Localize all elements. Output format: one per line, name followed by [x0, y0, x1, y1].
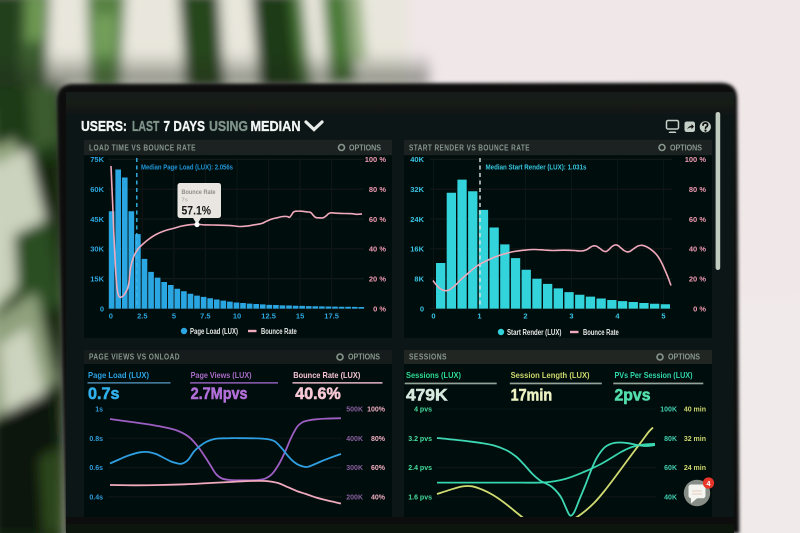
svg-text:Session Length (LUX): Session Length (LUX): [511, 370, 590, 380]
svg-text:24 min: 24 min: [684, 465, 706, 472]
svg-text:LOAD TIME VS BOUNCE RATE: LOAD TIME VS BOUNCE RATE: [89, 143, 196, 152]
svg-text:100 %: 100 %: [365, 155, 387, 164]
svg-text:0: 0: [431, 312, 435, 321]
svg-text:5: 5: [172, 312, 176, 321]
svg-text:400K: 400K: [346, 436, 363, 443]
svg-text:OPTIONS: OPTIONS: [670, 143, 702, 152]
svg-text:1s: 1s: [95, 407, 103, 414]
svg-text:START RENDER VS BOUNCE RATE: START RENDER VS BOUNCE RATE: [409, 143, 530, 152]
svg-text:Page Load (LUX): Page Load (LUX): [88, 370, 149, 380]
svg-text:4: 4: [615, 312, 620, 321]
svg-text:2.4 pvs: 2.4 pvs: [408, 465, 432, 472]
svg-text:300K: 300K: [346, 465, 363, 472]
svg-text:5: 5: [661, 312, 665, 321]
svg-text:7s: 7s: [182, 198, 188, 204]
svg-text:80K: 80K: [664, 436, 677, 443]
svg-text:Bounce Rate (LUX): Bounce Rate (LUX): [293, 370, 360, 380]
svg-text:2: 2: [523, 312, 527, 321]
svg-text:OPTIONS: OPTIONS: [668, 352, 700, 361]
svg-text:30K: 30K: [90, 245, 104, 254]
svg-text:OPTIONS: OPTIONS: [349, 143, 381, 152]
svg-text:1: 1: [477, 312, 481, 321]
svg-text:60 %: 60 %: [369, 215, 386, 224]
svg-text:80 %: 80 %: [369, 185, 386, 194]
svg-text:20 %: 20 %: [369, 275, 386, 284]
svg-text:OPTIONS: OPTIONS: [348, 352, 380, 361]
svg-text:75K: 75K: [90, 155, 104, 164]
svg-text:2.5: 2.5: [137, 312, 147, 321]
svg-text:15K: 15K: [90, 275, 104, 284]
svg-text:15: 15: [296, 312, 304, 321]
svg-text:60K: 60K: [664, 465, 677, 472]
svg-text:17.5: 17.5: [324, 312, 339, 321]
svg-text:12.5: 12.5: [261, 312, 276, 321]
svg-text:80%: 80%: [371, 436, 386, 443]
svg-text:40 %: 40 %: [369, 245, 386, 254]
svg-text:40 min: 40 min: [684, 407, 706, 414]
svg-text:32K: 32K: [410, 185, 424, 194]
svg-text:2pvs: 2pvs: [615, 386, 651, 404]
svg-text:100K: 100K: [660, 407, 677, 414]
svg-text:Page Load (LUX): Page Load (LUX): [190, 327, 238, 336]
svg-text:10: 10: [233, 312, 241, 321]
svg-text:32 min: 32 min: [684, 436, 706, 443]
svg-text:0 %: 0 %: [373, 304, 386, 313]
svg-text:57.1%: 57.1%: [182, 204, 212, 218]
svg-text:PVs Per Session (LUX): PVs Per Session (LUX): [615, 370, 693, 380]
svg-text:Start Render (LUX): Start Render (LUX): [507, 328, 562, 337]
svg-text:16K: 16K: [410, 245, 424, 254]
svg-text:40 %: 40 %: [689, 245, 706, 254]
svg-text:4: 4: [706, 479, 711, 488]
svg-text:0 %: 0 %: [693, 304, 706, 313]
svg-text:PAGE VIEWS VS ONLOAD: PAGE VIEWS VS ONLOAD: [89, 352, 180, 361]
svg-text:0.8s: 0.8s: [89, 436, 103, 443]
svg-text:2.7Mpvs: 2.7Mpvs: [191, 385, 248, 403]
svg-text:Sessions (LUX): Sessions (LUX): [406, 370, 461, 380]
svg-text:200K: 200K: [346, 494, 363, 501]
svg-text:40.6%: 40.6%: [295, 385, 340, 403]
svg-text:0: 0: [100, 304, 104, 313]
svg-text:Page Views (LUX): Page Views (LUX): [191, 370, 252, 380]
svg-text:17min: 17min: [511, 386, 552, 404]
svg-text:40K: 40K: [410, 155, 424, 164]
svg-text:3.2 pvs: 3.2 pvs: [408, 436, 432, 443]
svg-text:20 %: 20 %: [689, 275, 706, 284]
svg-text:Bounce Rate: Bounce Rate: [182, 189, 216, 196]
svg-text:7.5: 7.5: [200, 312, 210, 321]
svg-text:8K: 8K: [414, 275, 424, 284]
svg-text:500K: 500K: [346, 407, 363, 414]
svg-text:100 %: 100 %: [685, 155, 707, 164]
svg-text:Median Start Render (LUX): 1.0: Median Start Render (LUX): 1.031s: [486, 163, 587, 172]
svg-text:0: 0: [420, 304, 424, 313]
svg-text:0.6s: 0.6s: [89, 465, 103, 472]
svg-text:Bounce Rate: Bounce Rate: [261, 327, 297, 336]
svg-text:0.7s: 0.7s: [88, 385, 120, 403]
svg-text:0.4s: 0.4s: [89, 494, 103, 501]
svg-text:3: 3: [569, 312, 573, 321]
svg-text:24K: 24K: [410, 215, 424, 224]
svg-text:40%: 40%: [371, 494, 386, 501]
svg-text:479K: 479K: [406, 386, 448, 404]
svg-text:60K: 60K: [90, 185, 104, 194]
svg-text:Bounce Rate: Bounce Rate: [583, 328, 619, 337]
svg-text:0: 0: [109, 312, 113, 321]
svg-text:80 %: 80 %: [689, 185, 706, 194]
svg-text:40K: 40K: [664, 494, 677, 501]
svg-text:1.6 pvs: 1.6 pvs: [408, 494, 432, 501]
svg-text:100%: 100%: [367, 407, 386, 414]
svg-text:Median Page Load (LUX): 2.056s: Median Page Load (LUX): 2.056s: [141, 163, 233, 172]
svg-text:60%: 60%: [371, 465, 386, 472]
svg-text:SESSIONS: SESSIONS: [409, 352, 447, 361]
svg-text:45K: 45K: [90, 215, 104, 224]
svg-text:60 %: 60 %: [689, 215, 706, 224]
svg-text:4 pvs: 4 pvs: [414, 407, 432, 414]
